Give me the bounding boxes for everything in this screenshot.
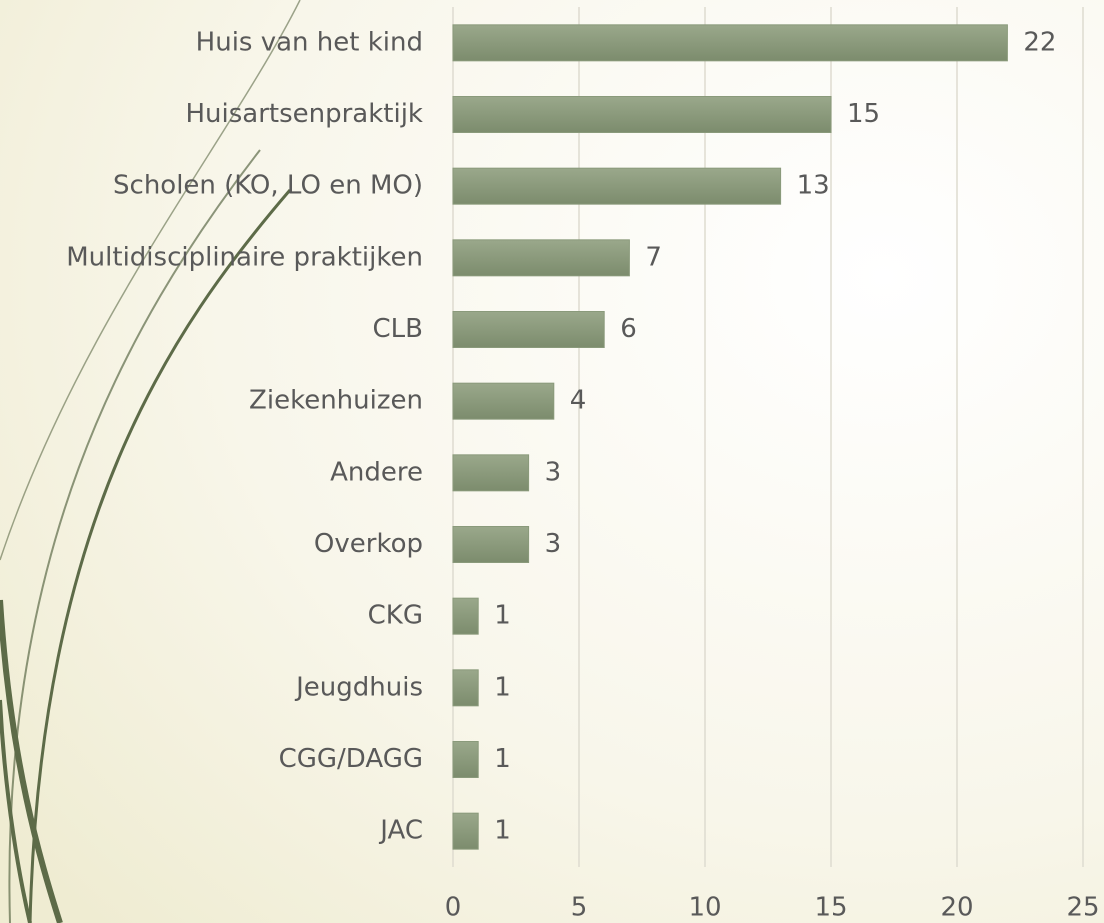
data-label: 22	[1023, 27, 1056, 57]
y-tick-label: CLB	[373, 314, 423, 344]
data-label: 1	[494, 816, 511, 846]
y-tick-label: Overkop	[314, 529, 423, 559]
y-tick-label: JAC	[378, 816, 423, 846]
x-tick-label: 20	[940, 893, 973, 923]
data-label: 4	[570, 386, 587, 416]
bar	[452, 454, 530, 492]
x-tick-label: 25	[1066, 893, 1099, 923]
y-tick-label: Andere	[330, 457, 423, 487]
bar	[452, 96, 832, 133]
y-tick-label: CGG/DAGG	[279, 744, 423, 774]
data-label: 3	[545, 457, 562, 487]
bar	[452, 597, 479, 635]
bar	[452, 669, 479, 707]
y-tick-label: Huis van het kind	[196, 27, 423, 57]
y-tick-label: CKG	[368, 601, 423, 631]
y-tick-label: Huisartsenpraktijk	[185, 99, 423, 129]
data-label: 13	[797, 171, 830, 201]
x-tick-label: 0	[445, 893, 462, 923]
decoration	[0, 0, 301, 923]
bar	[452, 167, 782, 205]
x-tick-label: 5	[571, 893, 588, 923]
bar	[452, 311, 605, 348]
plot-area: 0 5 10 15 20 25 Huis van het kind 22 Huisartsenp…	[66, 7, 1100, 923]
y-tick-label: Scholen (KO, LO en MO)	[113, 171, 423, 201]
y-tick-label: Ziekenhuizen	[249, 386, 423, 416]
data-label: 3	[545, 529, 562, 559]
bar	[452, 239, 630, 277]
bar	[452, 24, 1008, 62]
data-label: 1	[494, 672, 511, 702]
y-tick-label: Jeugdhuis	[294, 672, 423, 702]
x-tick-label: 15	[814, 893, 847, 923]
bar	[452, 812, 479, 850]
bar	[452, 526, 530, 563]
data-label: 7	[645, 242, 662, 272]
y-tick-label: Multidisciplinaire praktijken	[66, 242, 423, 272]
bar	[452, 382, 555, 420]
bar	[452, 741, 479, 778]
data-label: 1	[494, 744, 511, 774]
data-label: 15	[847, 99, 880, 129]
data-label: 6	[620, 314, 637, 344]
x-tick-label: 10	[688, 893, 721, 923]
data-label: 1	[494, 601, 511, 631]
